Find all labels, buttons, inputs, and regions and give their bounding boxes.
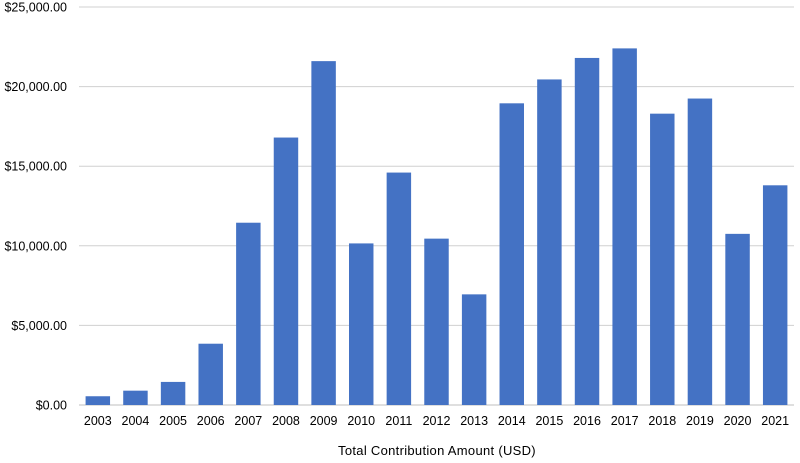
y-tick-label: $25,000.00	[4, 1, 67, 15]
x-tick-label: 2007	[234, 414, 262, 428]
x-tick-label: 2017	[611, 414, 639, 428]
x-tick-label: 2016	[573, 414, 601, 428]
bar-2012	[424, 238, 449, 405]
x-tick-label: 2010	[347, 414, 375, 428]
x-tick-label: 2005	[159, 414, 187, 428]
y-tick-label: $20,000.00	[4, 80, 67, 94]
y-tick-label: $5,000.00	[11, 319, 67, 333]
bar-2021	[762, 185, 788, 405]
x-tick-label: 2003	[84, 414, 112, 428]
y-tick-label: $10,000.00	[4, 239, 67, 253]
bars	[85, 48, 788, 406]
x-tick-label: 2004	[122, 414, 150, 428]
bar-2008	[273, 137, 299, 405]
bar-2020	[725, 233, 750, 405]
x-tick-label: 2018	[648, 414, 676, 428]
bar-2005	[160, 381, 186, 405]
bar-2013	[461, 294, 487, 405]
x-tick-label: 2015	[535, 414, 563, 428]
x-axis-title: Total Contribution Amount (USD)	[338, 443, 536, 458]
y-axis-tick-labels: $0.00 $5,000.00 $10,000.00 $15,000.00 $20,00…	[4, 1, 67, 413]
bar-2017	[612, 48, 637, 405]
x-tick-label: 2008	[272, 414, 300, 428]
x-tick-label: 2020	[724, 414, 752, 428]
x-tick-label: 2014	[498, 414, 526, 428]
x-tick-label: 2019	[686, 414, 714, 428]
bar-2014	[499, 103, 524, 405]
x-tick-label: 2021	[761, 414, 789, 428]
bar-2007	[236, 222, 261, 405]
x-tick-label: 2013	[460, 414, 488, 428]
x-tick-label: 2011	[385, 414, 412, 428]
bar-2018	[650, 113, 675, 405]
y-tick-label: $0.00	[36, 399, 67, 413]
y-tick-label: $15,000.00	[4, 160, 67, 174]
bar-2004	[123, 390, 148, 405]
x-axis-tick-labels: 2003 2004 2005 2006 2007 2008 2009 2010 2011 2012…	[84, 414, 789, 428]
x-tick-label: 2012	[423, 414, 451, 428]
bar-2015	[537, 79, 562, 405]
bar-2006	[198, 343, 223, 405]
bar-2010	[349, 243, 374, 405]
bar-2016	[574, 57, 600, 405]
bar-2011	[386, 172, 412, 405]
bar-2009	[311, 61, 336, 406]
bar-2019	[687, 98, 713, 405]
bar-2003	[85, 396, 111, 405]
x-tick-label: 2006	[197, 414, 225, 428]
x-tick-label: 2009	[310, 414, 338, 428]
